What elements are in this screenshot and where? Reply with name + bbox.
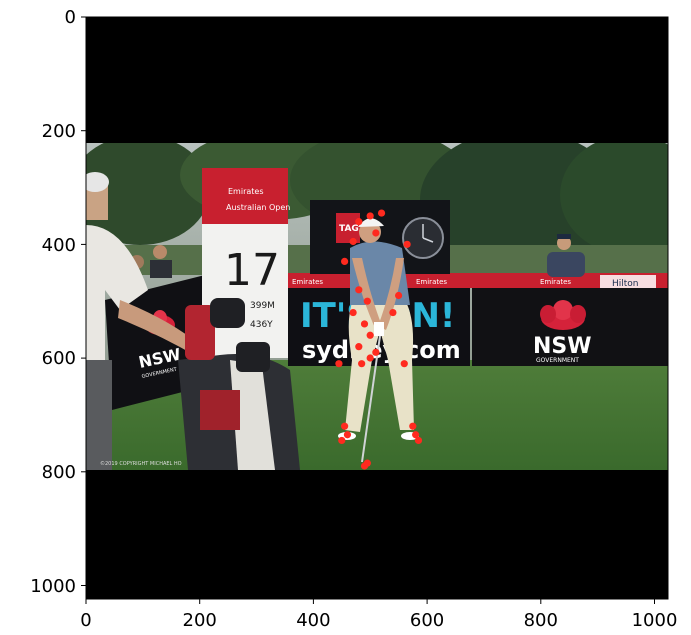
- hole-sign: Emirates Australian Open 17 399M 436Y: [202, 168, 290, 358]
- keypoint-marker: [349, 237, 357, 246]
- banner-hilton-label: Hilton: [612, 279, 639, 289]
- keypoint-marker: [343, 431, 352, 439]
- keypoint-marker: [377, 209, 386, 217]
- caddie-left: [86, 172, 200, 470]
- keypoint-marker: [355, 343, 363, 351]
- axes-frame: [85, 16, 669, 600]
- keypoint-marker: [355, 218, 363, 226]
- nsw-right-text: NSW: [533, 334, 592, 359]
- keypoint-marker: [366, 212, 374, 220]
- x-tick-label: 600: [410, 610, 444, 631]
- keypoint-marker: [355, 286, 363, 294]
- x-tick-label: 1000: [632, 610, 678, 631]
- y-tick-label: 400: [42, 235, 76, 256]
- hole-distance-m: 399M: [250, 301, 275, 311]
- banner-brand-1: Emirates: [292, 278, 323, 286]
- keypoint-marker: [372, 348, 380, 356]
- keypoint-marker: [412, 431, 420, 439]
- y-tick-label: 0: [65, 7, 76, 28]
- keypoint-marker: [400, 360, 408, 368]
- nsw-right-gov: GOVERNMENT: [536, 357, 579, 364]
- tagheuer-logo: TAG: [339, 224, 359, 234]
- keypoint-marker: [341, 422, 349, 430]
- keypoint-marker: [335, 360, 343, 368]
- keypoint-marker: [358, 360, 366, 368]
- y-tick-label: 800: [42, 462, 76, 483]
- golf-photo: Emirates Emirates Emirates Hilton Hilton…: [86, 143, 668, 470]
- keypoint-marker: [372, 229, 380, 237]
- hole-sign-title: Australian Open: [226, 203, 290, 212]
- x-tick-label: 200: [183, 610, 217, 631]
- y-tick-label: 600: [42, 348, 76, 369]
- banner-brand-2: Emirates: [416, 278, 447, 286]
- keypoint-marker: [366, 354, 374, 362]
- hole-distance-y: 436Y: [250, 320, 273, 330]
- keypoint-marker: [366, 331, 374, 339]
- y-tick-label: 200: [42, 121, 76, 142]
- golfer: [338, 218, 419, 463]
- banner-brand-3: Emirates: [540, 278, 571, 286]
- keypoint-marker: [363, 297, 371, 305]
- hole-sign-brand: Emirates: [228, 187, 264, 196]
- keypoint-marker: [414, 436, 423, 445]
- x-tick-label: 800: [524, 610, 558, 631]
- y-axis: 0 200 400 600 800 1000: [30, 7, 86, 597]
- keypoint-marker: [363, 459, 371, 467]
- keypoints-layer: [335, 209, 423, 470]
- golf-bag: [178, 298, 300, 470]
- keypoint-marker: [394, 291, 403, 300]
- x-tick-label: 400: [296, 610, 330, 631]
- y-tick-label: 1000: [30, 576, 76, 597]
- keypoint-marker: [389, 308, 397, 317]
- keypoint-marker: [360, 320, 369, 328]
- keypoint-marker: [403, 240, 411, 248]
- spectator-right: [547, 234, 585, 277]
- hole-number: 17: [224, 245, 280, 296]
- photo-copyright: ©2019 COPYRIGHT MICHAEL HO: [100, 460, 182, 467]
- x-tick-label: 0: [80, 610, 91, 631]
- keypoint-marker: [341, 257, 349, 265]
- sydney-com-text: sydney.com: [302, 336, 461, 364]
- keypoint-marker: [409, 422, 417, 430]
- waratah-logo-right: [540, 300, 586, 330]
- keypoint-marker: [338, 436, 346, 445]
- keypoint-marker: [349, 308, 357, 317]
- x-axis: 0 200 400 600 800 1000: [80, 599, 677, 631]
